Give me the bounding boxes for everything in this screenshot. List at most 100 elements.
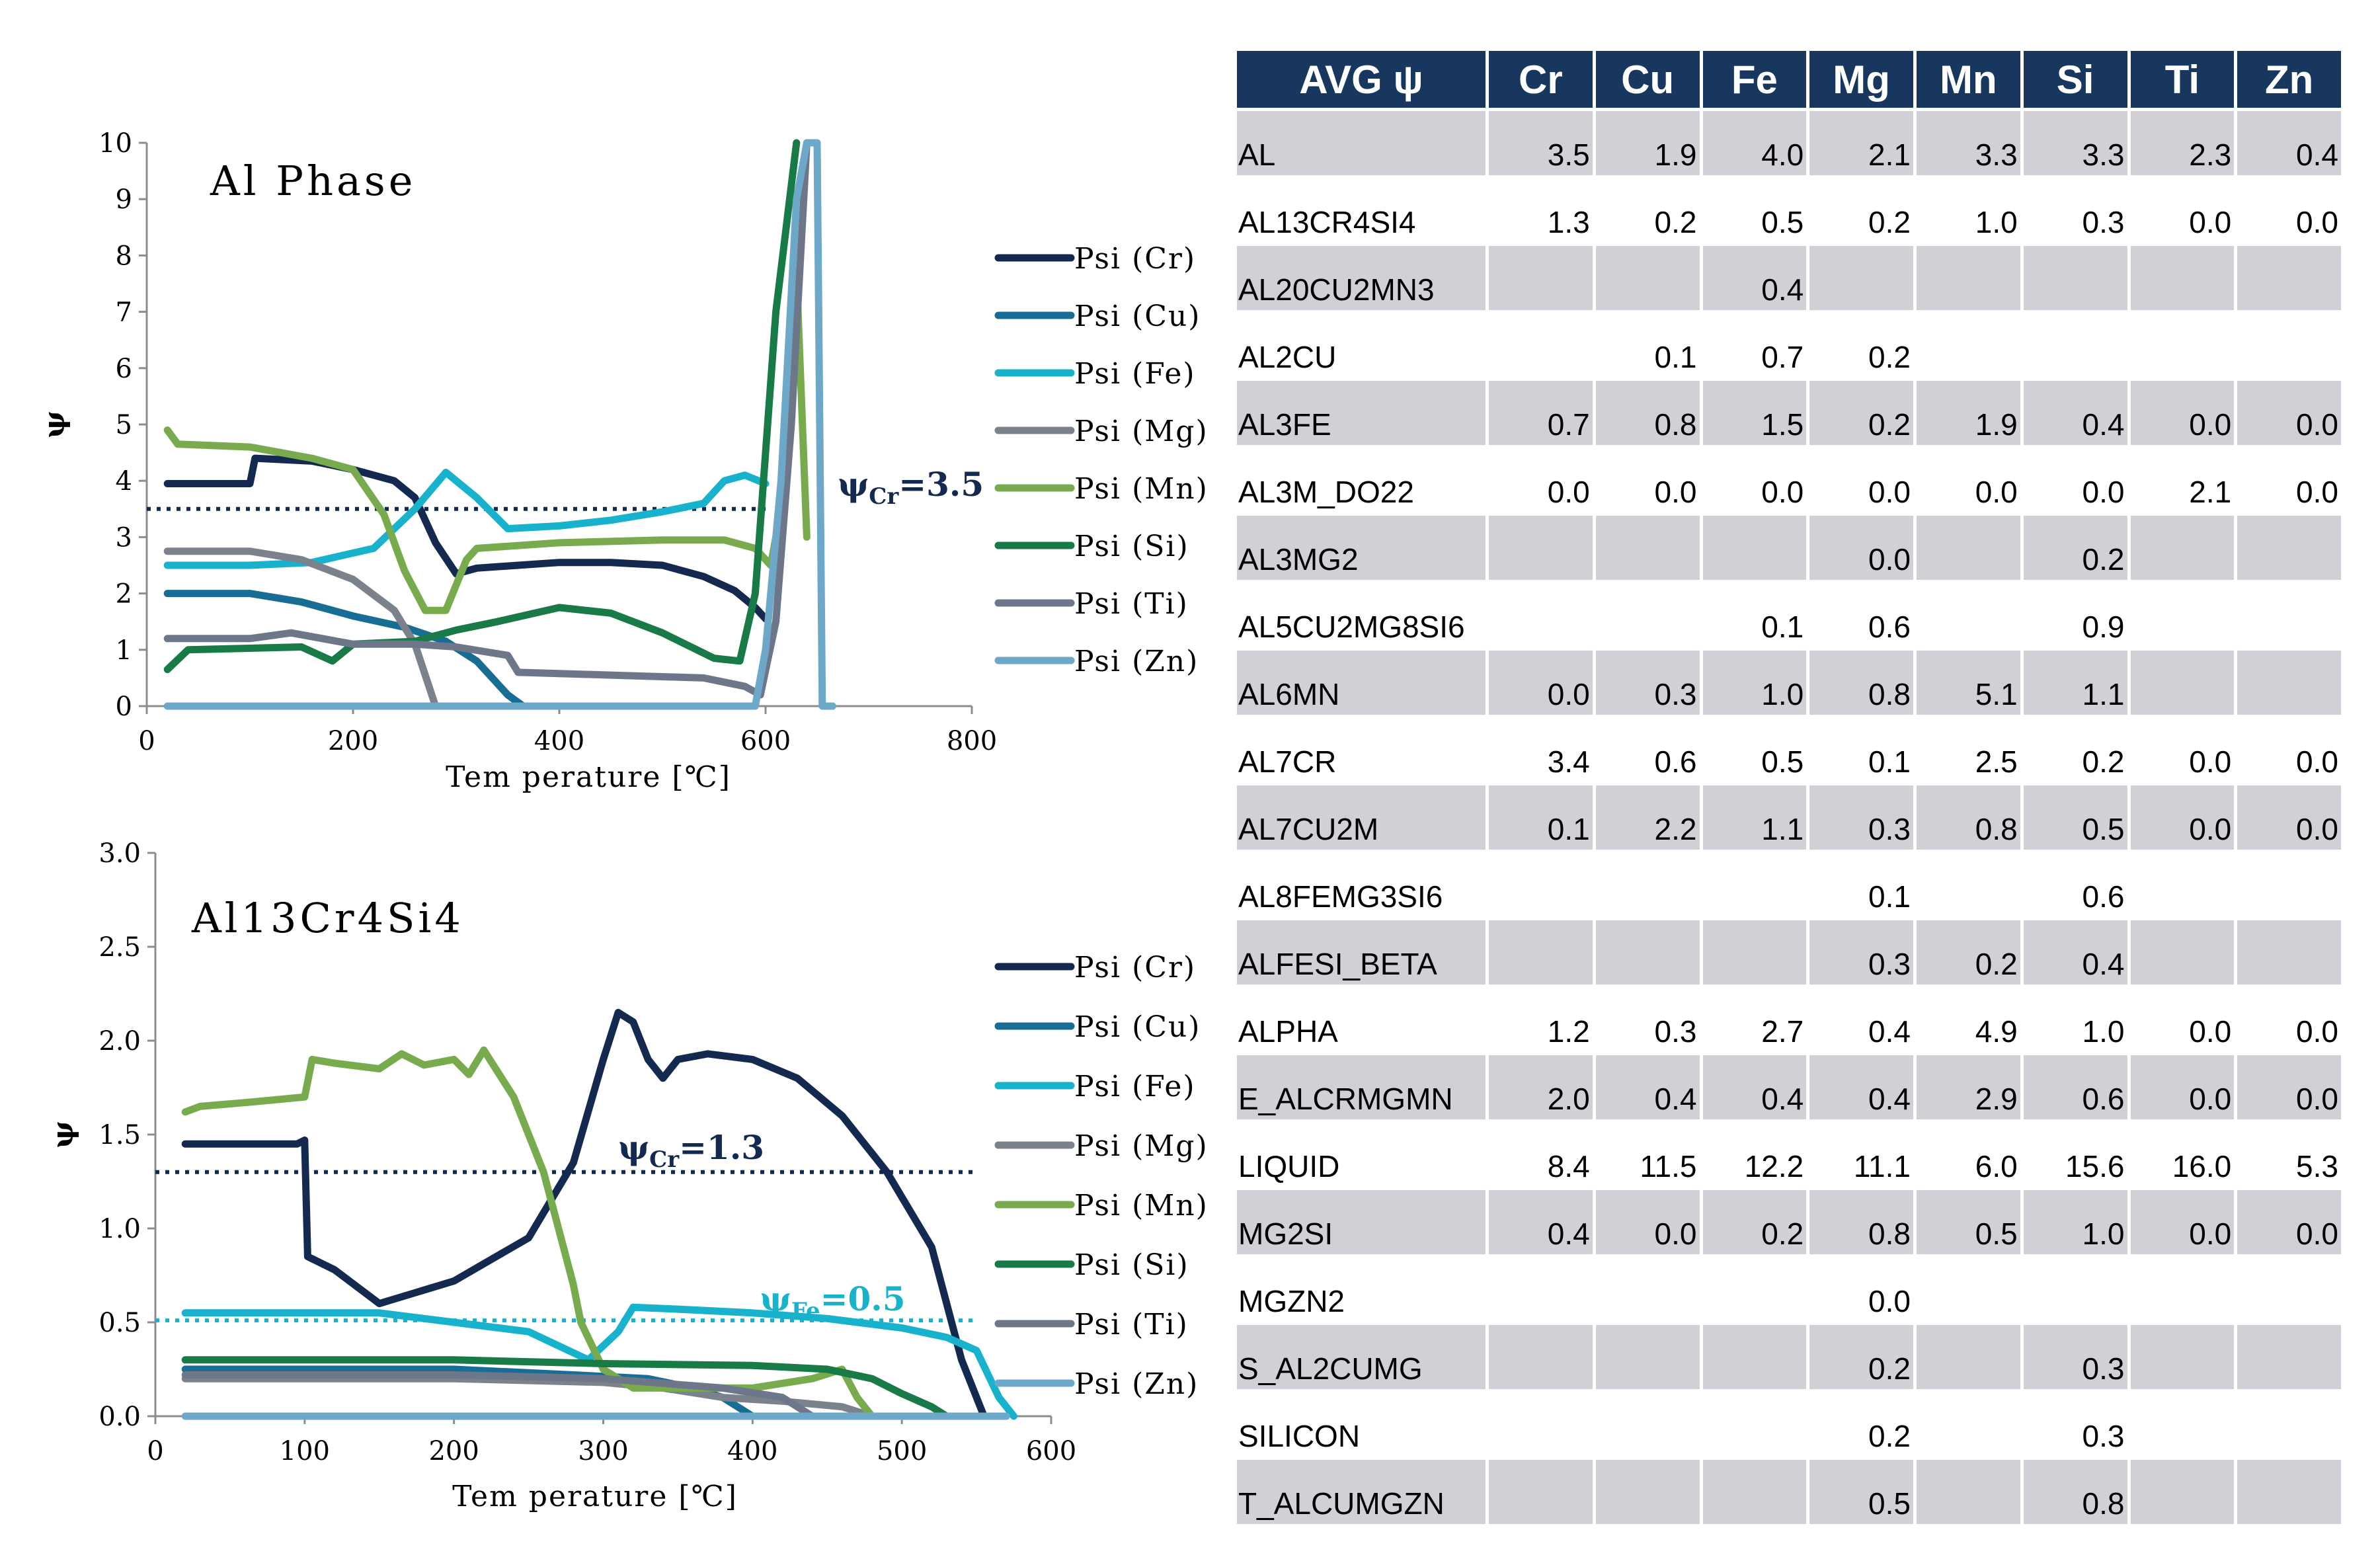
table-row: AL20CU2MN3 0.4	[1237, 246, 2341, 310]
value-cell-cu: 0.0	[1595, 1190, 1700, 1254]
value-cell-fe: 0.1	[1702, 583, 1807, 647]
value-cell-cu	[1595, 1460, 1700, 1524]
legend: Psi (Cr) Psi (Cu) Psi (Fe) Psi (Mg) Psi (Mn)…	[994, 951, 1207, 1401]
value-cell-cu: 0.1	[1595, 313, 1700, 378]
table-row: AL2CU 0.1 0.7 0.2	[1237, 313, 2341, 378]
series-line-psi-si	[163, 139, 801, 674]
value-cell-fe	[1702, 853, 1807, 917]
value-cell-ti: 2.3	[2130, 111, 2235, 175]
value-cell-zn	[2237, 313, 2341, 378]
value-cell-fe	[1702, 1460, 1807, 1524]
value-cell-cr: 0.1	[1489, 785, 1593, 850]
legend-label-psi-ti: Psi (Ti)	[1074, 1308, 1189, 1341]
value-cell-ti	[2130, 313, 2235, 378]
value-cell-zn: 0.0	[2237, 988, 2341, 1052]
value-cell-cu	[1595, 583, 1700, 647]
value-cell-zn	[2237, 920, 2341, 984]
value-cell-fe: 0.4	[1702, 246, 1807, 310]
value-cell-zn	[2237, 853, 2341, 917]
value-cell-mn: 0.2	[1917, 920, 2020, 984]
value-cell-mg: 0.2	[1809, 179, 1913, 243]
value-cell-fe: 1.5	[1702, 381, 1807, 445]
series-line-psi-fe	[181, 1303, 1017, 1420]
value-cell-si: 0.5	[2023, 785, 2127, 850]
value-cell-cu	[1595, 853, 1700, 917]
table-row: ALFESI_BETA 0.3 0.2 0.4	[1237, 920, 2341, 984]
value-cell-si: 0.2	[2023, 718, 2127, 782]
legend-label-psi-ti: Psi (Ti)	[1074, 587, 1189, 621]
value-cell-fe	[1702, 1258, 1807, 1322]
series-line-psi-zn	[163, 139, 836, 710]
table-header-row: AVG ψ Cr Cu Fe Mg Mn Si Ti Zn	[1237, 51, 2341, 108]
value-cell-mn: 0.8	[1917, 785, 2020, 850]
value-cell-fe	[1702, 1325, 1807, 1389]
value-cell-cr: 1.2	[1489, 988, 1593, 1052]
avg-psi-table-container: AVG ψ Cr Cu Fe Mg Mn Si Ti Zn AL 3.5 1.9 4.0 2.1 3.3 3…	[1234, 48, 2344, 1527]
value-cell-cu	[1595, 1325, 1700, 1389]
value-cell-fe: 2.7	[1702, 988, 1807, 1052]
table-row: LIQUID 8.4 11.5 12.2 11.1 6.0 15.6 16.0 5.3	[1237, 1123, 2341, 1187]
phase-name-cell: AL3FE	[1237, 381, 1486, 445]
value-cell-mg: 0.4	[1809, 988, 1913, 1052]
reference-label-cr: ψCr=3.5	[838, 465, 984, 510]
y-tick-label: 0.0	[99, 1402, 141, 1432]
value-cell-mg	[1809, 246, 1913, 310]
value-cell-si: 0.8	[2023, 1460, 2127, 1524]
value-cell-mn: 5.1	[1917, 651, 2020, 715]
legend-label-psi-si: Psi (Si)	[1074, 530, 1189, 563]
value-cell-mn: 1.9	[1917, 381, 2020, 445]
value-cell-si: 1.1	[2023, 651, 2127, 715]
phase-name-cell: ALFESI_BETA	[1237, 920, 1486, 984]
value-cell-si: 15.6	[2023, 1123, 2127, 1187]
value-cell-fe	[1702, 516, 1807, 580]
value-cell-si: 0.4	[2023, 381, 2127, 445]
x-tick-label: 800	[947, 726, 997, 756]
y-tick-label: 1.0	[99, 1214, 141, 1244]
reference-label-fe: ψFe=0.5	[760, 1279, 906, 1324]
x-tick-label: 200	[428, 1436, 479, 1466]
value-cell-fe: 4.0	[1702, 111, 1807, 175]
y-tick-label: 8	[116, 241, 132, 271]
phase-name-cell: E_ALCRMGMN	[1237, 1055, 1486, 1119]
series-line-psi-ti	[163, 139, 811, 699]
value-cell-cu: 0.4	[1595, 1055, 1700, 1119]
value-cell-mg: 0.8	[1809, 1190, 1913, 1254]
value-cell-si	[2023, 246, 2127, 310]
value-cell-cr: 8.4	[1489, 1123, 1593, 1187]
value-cell-ti: 0.0	[2130, 381, 2235, 445]
y-tick-label: 3	[116, 522, 132, 553]
phase-name-cell: AL	[1237, 111, 1486, 175]
value-cell-cu	[1595, 1258, 1700, 1322]
x-tick-label: 0	[138, 726, 155, 756]
value-cell-mg: 0.2	[1809, 313, 1913, 378]
value-cell-mg: 0.2	[1809, 1392, 1913, 1457]
value-cell-ti	[2130, 651, 2235, 715]
value-cell-fe: 12.2	[1702, 1123, 1807, 1187]
value-cell-fe	[1702, 1392, 1807, 1457]
legend-label-psi-cr: Psi (Cr)	[1074, 951, 1196, 984]
value-cell-mg: 0.6	[1809, 583, 1913, 647]
value-cell-cr	[1489, 516, 1593, 580]
table-row: AL3FE 0.7 0.8 1.5 0.2 1.9 0.4 0.0 0.0	[1237, 381, 2341, 445]
value-cell-cr	[1489, 583, 1593, 647]
y-tick-label: 3.0	[99, 838, 141, 869]
value-cell-si: 0.6	[2023, 853, 2127, 917]
value-cell-mn: 0.0	[1917, 448, 2020, 512]
phase-name-cell: AL7CU2M	[1237, 785, 1486, 850]
value-cell-mn: 6.0	[1917, 1123, 2020, 1187]
value-cell-zn	[2237, 1460, 2341, 1524]
value-cell-mn	[1917, 313, 2020, 378]
value-cell-cr: 0.7	[1489, 381, 1593, 445]
x-tick-label: 500	[877, 1436, 927, 1466]
value-cell-fe: 1.0	[1702, 651, 1807, 715]
value-cell-si: 0.0	[2023, 448, 2127, 512]
y-tick-label: 0.5	[99, 1308, 141, 1338]
x-tick-label: 400	[534, 726, 584, 756]
value-cell-fe: 0.4	[1702, 1055, 1807, 1119]
value-cell-cu: 0.6	[1595, 718, 1700, 782]
chart-title: Al Phase	[210, 157, 416, 205]
header-cell-cr: Cr	[1489, 51, 1593, 108]
table-row: AL6MN 0.0 0.3 1.0 0.8 5.1 1.1	[1237, 651, 2341, 715]
table-row: MG2SI 0.4 0.0 0.2 0.8 0.5 1.0 0.0 0.0	[1237, 1190, 2341, 1254]
